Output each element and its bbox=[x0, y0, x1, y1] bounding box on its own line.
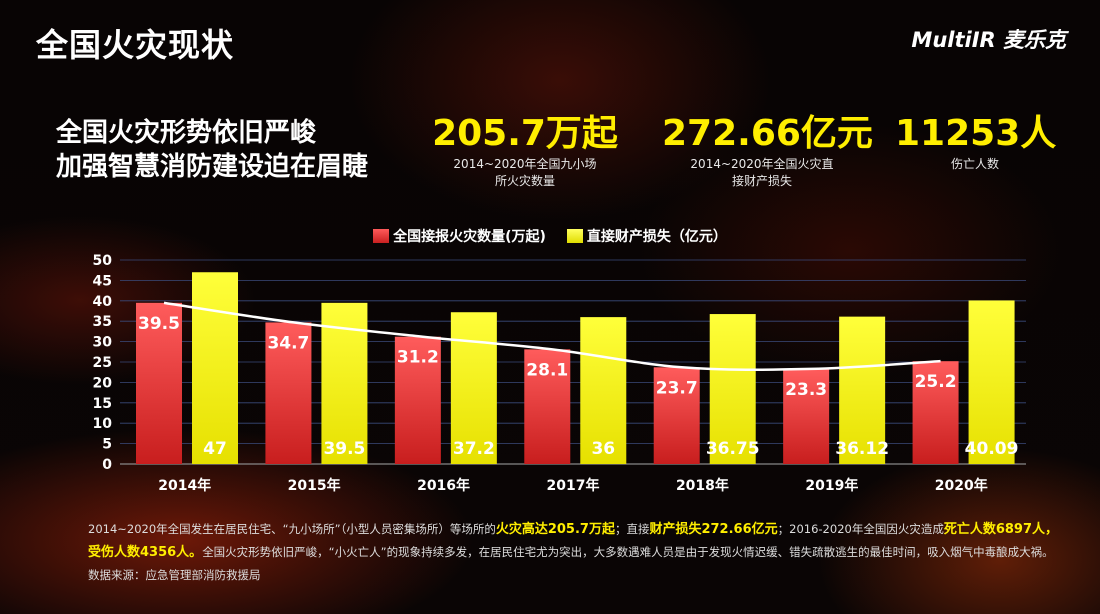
y-tick-label: 0 bbox=[102, 457, 112, 473]
footer-text: 全国火灾形势依旧严峻，“小火亡人”的现象持续多发，在居民住宅尤为突出，大多数遇难… bbox=[88, 545, 1054, 582]
y-tick-label: 30 bbox=[93, 335, 113, 351]
x-tick-label: 2020年 bbox=[935, 477, 988, 494]
x-tick-label: 2014年 bbox=[158, 477, 211, 494]
data-label-fire-count: 28.1 bbox=[526, 360, 568, 380]
data-label-property-loss: 37.2 bbox=[453, 439, 495, 459]
data-label-fire-count: 34.7 bbox=[267, 333, 309, 353]
footer-text: ；直接 bbox=[615, 522, 650, 536]
data-label-property-loss: 40.09 bbox=[965, 439, 1019, 459]
data-label-fire-count: 23.7 bbox=[656, 378, 698, 398]
footer-text: ；2016-2020年全国因火灾造成 bbox=[778, 522, 944, 536]
y-tick-label: 35 bbox=[93, 314, 112, 330]
footer-text: 2014~2020年全国发生在居民住宅、“九小场所”（小型人员密集场所）等场所的 bbox=[88, 522, 496, 536]
y-tick-label: 20 bbox=[93, 375, 113, 391]
y-tick-label: 5 bbox=[102, 437, 112, 453]
data-label-property-loss: 39.5 bbox=[323, 439, 365, 459]
y-tick-label: 40 bbox=[93, 294, 113, 310]
y-tick-label: 45 bbox=[93, 273, 112, 289]
data-label-fire-count: 25.2 bbox=[915, 372, 957, 392]
data-label-fire-count: 39.5 bbox=[138, 314, 180, 334]
data-label-property-loss: 36.12 bbox=[835, 439, 889, 459]
x-tick-label: 2018年 bbox=[676, 477, 729, 494]
data-label-fire-count: 23.3 bbox=[785, 380, 827, 400]
data-label-property-loss: 36.75 bbox=[706, 439, 760, 459]
y-tick-label: 25 bbox=[93, 355, 112, 371]
footer-note: 2014~2020年全国发生在居民住宅、“九小场所”（小型人员密集场所）等场所的… bbox=[88, 518, 1058, 586]
data-label-fire-count: 31.2 bbox=[397, 348, 439, 368]
bar-property-loss bbox=[192, 272, 238, 464]
x-tick-label: 2015年 bbox=[288, 477, 341, 494]
y-tick-label: 15 bbox=[93, 396, 112, 412]
footer-highlight: 火灾高达205.7万起 bbox=[496, 522, 615, 537]
data-label-property-loss: 36 bbox=[591, 439, 615, 459]
x-tick-label: 2016年 bbox=[417, 477, 470, 494]
x-tick-label: 2017年 bbox=[547, 477, 600, 494]
y-tick-label: 50 bbox=[93, 253, 113, 269]
footer-highlight: 财产损失272.66亿元 bbox=[649, 522, 777, 537]
x-tick-label: 2019年 bbox=[805, 477, 858, 494]
y-tick-label: 10 bbox=[93, 416, 113, 432]
data-label-property-loss: 47 bbox=[203, 439, 227, 459]
